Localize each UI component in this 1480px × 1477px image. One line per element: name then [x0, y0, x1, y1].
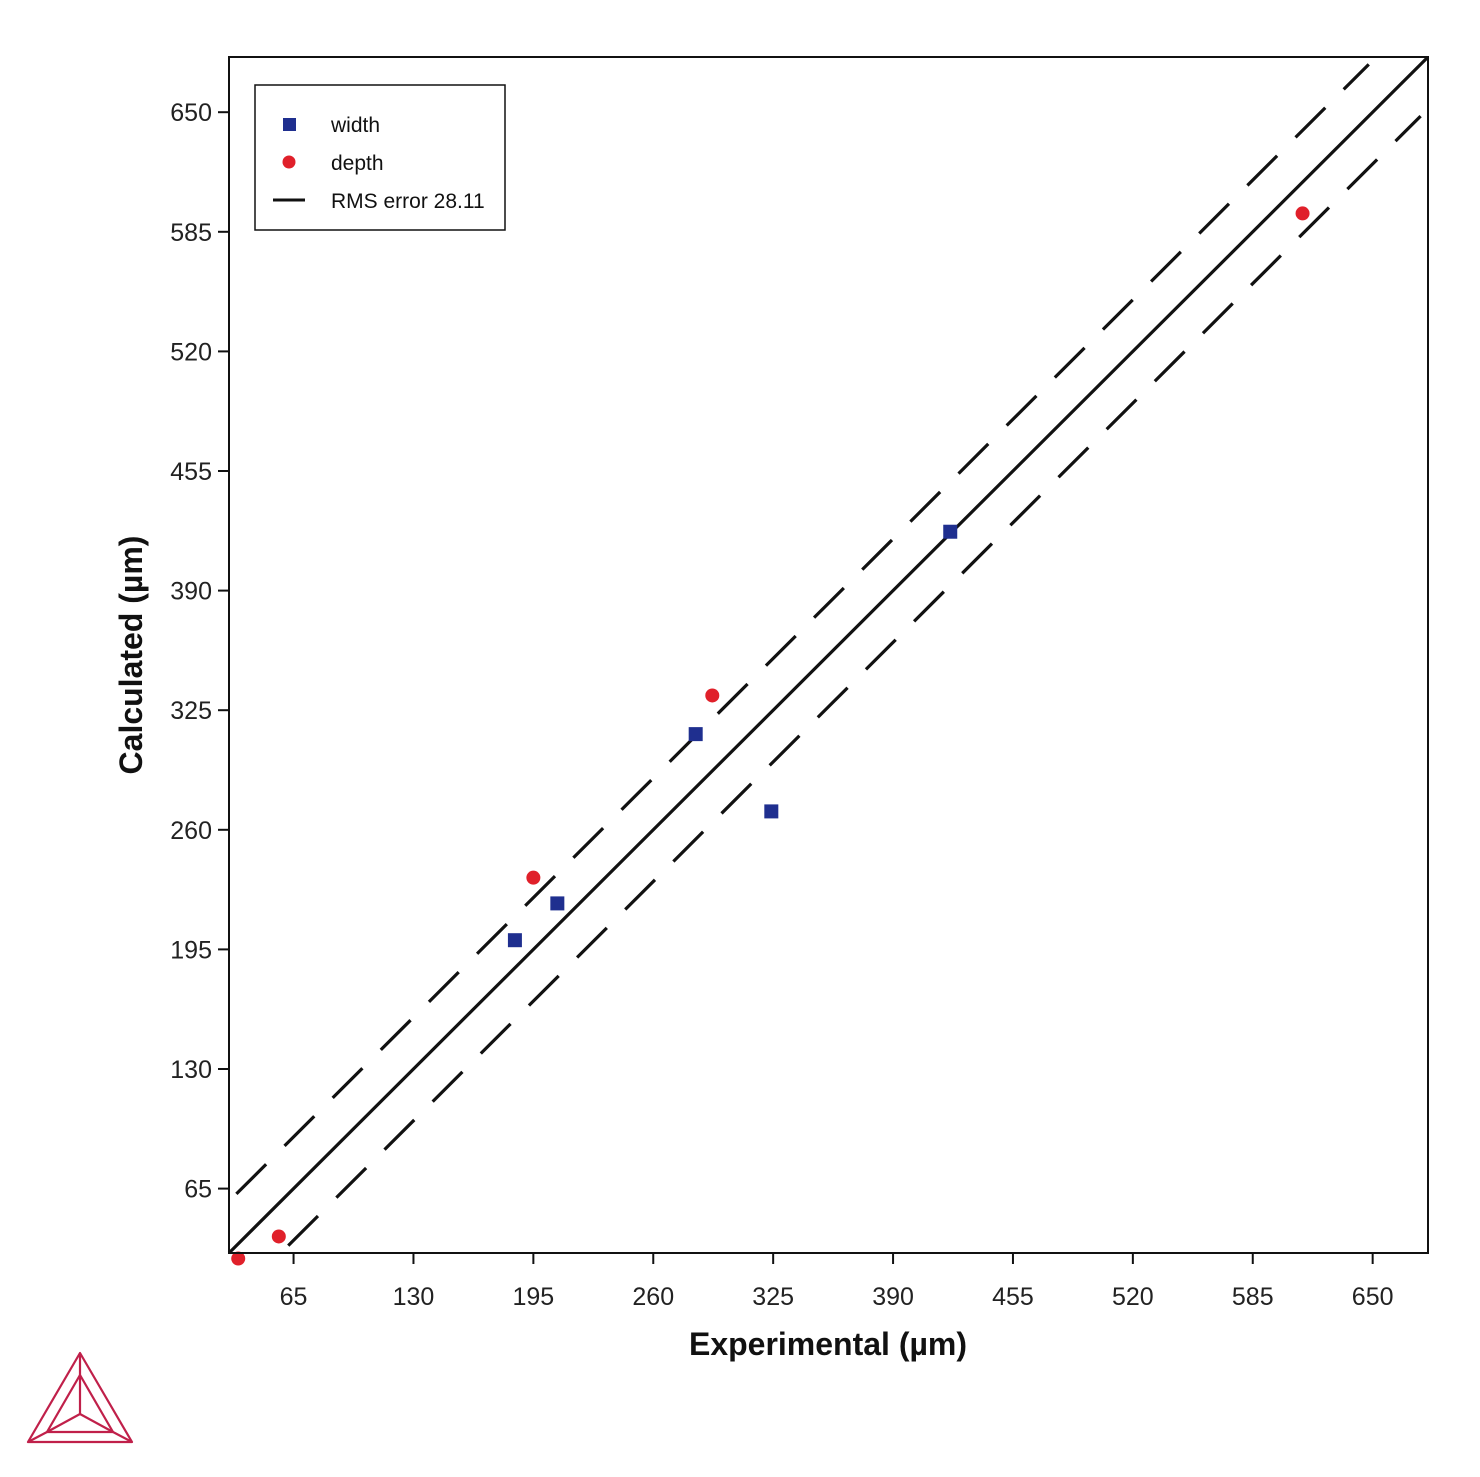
x-tick-label-520: 520 — [1112, 1283, 1154, 1311]
x-axis: 65 130 195 260 325 390 455 520 585 650 — [280, 1253, 1394, 1311]
legend-depth-marker — [282, 155, 296, 169]
data-points — [231, 206, 1310, 1266]
y-tick-label-65: 65 — [184, 1176, 212, 1204]
x-tick-label-390: 390 — [872, 1283, 914, 1311]
y-tick-label-520: 520 — [170, 338, 212, 366]
y-tick-label-260: 260 — [170, 817, 212, 845]
thermo-calc-logo-icon — [26, 1351, 134, 1444]
point-width-3 — [764, 804, 779, 819]
legend-rms-label: RMS error 28.11 — [331, 190, 485, 213]
reference-line-identity — [227, 55, 1430, 1255]
y-tick-label-130: 130 — [170, 1056, 212, 1084]
y-tick-label-390: 390 — [170, 578, 212, 606]
plot-frame — [228, 56, 1429, 1254]
y-tick-label-325: 325 — [170, 697, 212, 725]
legend: width depth RMS error 28.11 — [254, 84, 506, 231]
reference-line-upper-bound — [235, 63, 1370, 1196]
x-tick-label-455: 455 — [992, 1283, 1034, 1311]
y-tick-label-585: 585 — [170, 219, 212, 247]
point-width-1 — [550, 896, 565, 911]
legend-depth-label: depth — [331, 152, 384, 175]
point-depth-3 — [705, 688, 720, 703]
x-tick-label-130: 130 — [393, 1283, 435, 1311]
point-depth-0 — [231, 1251, 246, 1266]
point-width-2 — [688, 727, 703, 742]
y-tick-label-455: 455 — [170, 458, 212, 486]
point-width-0 — [507, 933, 522, 948]
y-tick-label-650: 650 — [170, 99, 212, 127]
x-axis-title: Experimental (µm) — [689, 1326, 967, 1362]
reference-lines — [227, 55, 1430, 1255]
x-tick-label-260: 260 — [632, 1283, 674, 1311]
y-axis-title: Calculated (µm) — [113, 536, 149, 775]
point-depth-4 — [1295, 206, 1310, 221]
point-depth-2 — [526, 870, 541, 885]
legend-box — [254, 84, 506, 231]
x-tick-label-65: 65 — [280, 1283, 308, 1311]
x-tick-label-195: 195 — [513, 1283, 555, 1311]
point-depth-1 — [271, 1229, 286, 1244]
reference-line-lower-bound — [287, 114, 1422, 1247]
x-tick-label-650: 650 — [1352, 1283, 1394, 1311]
y-tick-label-195: 195 — [170, 936, 212, 964]
x-tick-label-585: 585 — [1232, 1283, 1274, 1311]
legend-width-label: width — [330, 114, 380, 137]
x-tick-label-325: 325 — [752, 1283, 794, 1311]
legend-width-marker — [283, 118, 296, 131]
y-axis: 65 130 195 260 325 390 455 520 585 650 — [170, 99, 229, 1204]
point-width-4 — [943, 524, 958, 539]
